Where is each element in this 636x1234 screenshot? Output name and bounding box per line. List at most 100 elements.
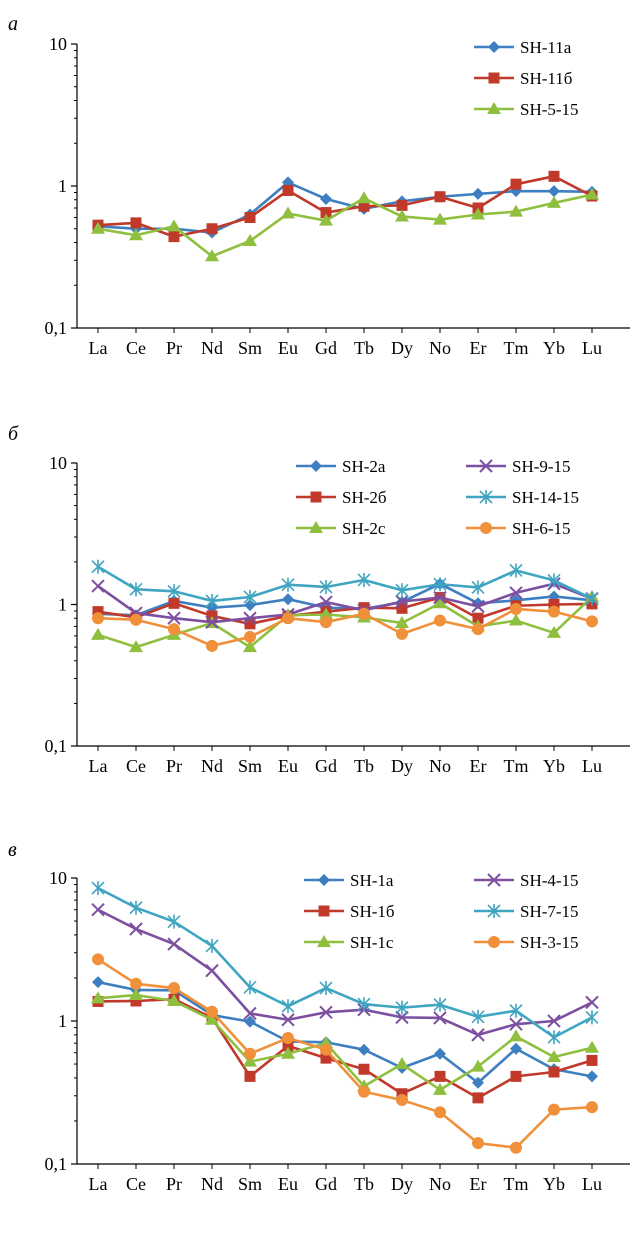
data-point [396, 199, 408, 211]
data-point [91, 903, 105, 917]
data-point [91, 627, 105, 640]
data-point [472, 623, 484, 636]
data-point [358, 1063, 370, 1075]
data-point [358, 1085, 370, 1098]
data-point [547, 1050, 561, 1063]
data-point [130, 217, 142, 229]
legend-label: SH-9-15 [512, 457, 571, 476]
legend-item: SH-6-15 [466, 519, 571, 538]
legend-marker [480, 522, 492, 534]
data-point [586, 1054, 598, 1066]
legend: SH-2a SH-2б SH-2c SH-9-15 SH-14-15 SH-6-15 [296, 457, 579, 538]
legend-label: SH-2a [342, 457, 386, 476]
legend-marker [488, 72, 500, 84]
chart-panel-3: в 10 1 0,1 La Ce Pr Nd Sm Eu Gd Tb Dy No Er Tm Yb Lu SH-1a… [8, 839, 630, 1194]
y-tick-label: 1 [58, 595, 67, 615]
series-SH-14-15 [91, 559, 599, 608]
data-point [548, 1103, 560, 1116]
data-point [320, 1043, 332, 1056]
data-point [585, 995, 599, 1010]
data-point [358, 200, 370, 212]
x-tick-label: Pr [166, 756, 182, 776]
y-tick-label: 0,1 [45, 1154, 68, 1174]
data-point [129, 582, 143, 597]
data-point [281, 206, 295, 219]
data-point [509, 563, 523, 578]
legend-label: SH-3-15 [520, 933, 579, 952]
legend-item: SH-2c [296, 519, 386, 538]
y-tick-label: 0,1 [45, 736, 68, 756]
data-point [167, 611, 181, 625]
legend-marker [487, 904, 501, 918]
x-tick-label: Tm [504, 756, 529, 776]
data-point [472, 612, 484, 624]
data-point [206, 1005, 218, 1018]
data-point [167, 993, 181, 1006]
data-point [471, 599, 485, 614]
data-point [319, 981, 333, 996]
data-point [433, 212, 447, 225]
data-point [91, 559, 105, 574]
legend-item: SH-2a [296, 457, 386, 476]
series-SH-5-15 [91, 187, 599, 262]
data-point [586, 615, 598, 628]
x-tick-label: Gd [315, 1174, 337, 1194]
x-tick-label: Ce [126, 1174, 146, 1194]
data-point [472, 1092, 484, 1104]
data-point [395, 616, 409, 629]
data-point [320, 192, 332, 205]
x-tick-label: Dy [391, 756, 413, 776]
data-point [585, 187, 599, 200]
data-point [243, 1054, 257, 1067]
data-point [585, 1040, 599, 1053]
data-point [434, 191, 446, 203]
x-tick-label: La [89, 338, 108, 358]
data-point [281, 999, 295, 1014]
data-point [282, 612, 294, 625]
data-point [433, 1011, 447, 1025]
legend-marker [317, 935, 331, 947]
legend-label: SH-1a [350, 871, 394, 890]
data-point [472, 1076, 484, 1089]
data-point [129, 900, 143, 915]
x-tick-label: Dy [391, 1174, 413, 1194]
data-point [548, 599, 560, 610]
data-point [433, 1082, 447, 1095]
data-point [282, 1032, 294, 1045]
data-point [472, 187, 484, 200]
x-tick-label: Yb [543, 1174, 565, 1194]
data-point [395, 209, 409, 222]
data-point [167, 584, 181, 599]
data-point [130, 995, 142, 1007]
data-point [433, 590, 447, 605]
data-point [319, 1005, 333, 1020]
legend-item: SH-14-15 [466, 488, 579, 507]
series-SH-1c [91, 987, 599, 1095]
data-point [282, 184, 294, 196]
data-point [243, 589, 257, 604]
legend-marker [487, 102, 501, 114]
data-point [509, 1003, 523, 1018]
y-tick-label: 10 [49, 34, 67, 54]
data-point [510, 178, 522, 190]
data-point [320, 207, 332, 219]
data-point [471, 207, 485, 220]
data-point [433, 596, 447, 609]
data-point [244, 599, 256, 612]
data-point [471, 1028, 485, 1042]
legend-marker [310, 460, 322, 472]
legend-marker [318, 905, 330, 917]
data-point [129, 922, 143, 936]
data-point [586, 1101, 598, 1114]
x-tick-label: Gd [315, 756, 337, 776]
data-point [396, 1088, 408, 1100]
data-point [92, 606, 104, 618]
data-point [92, 612, 104, 625]
data-point [547, 573, 561, 588]
legend-label: SH-1б [350, 902, 395, 921]
legend-marker [479, 459, 493, 473]
data-point [243, 980, 257, 995]
series-line [97, 596, 593, 626]
x-tick-label: Lu [582, 338, 602, 358]
x-tick-label: Er [470, 756, 487, 776]
